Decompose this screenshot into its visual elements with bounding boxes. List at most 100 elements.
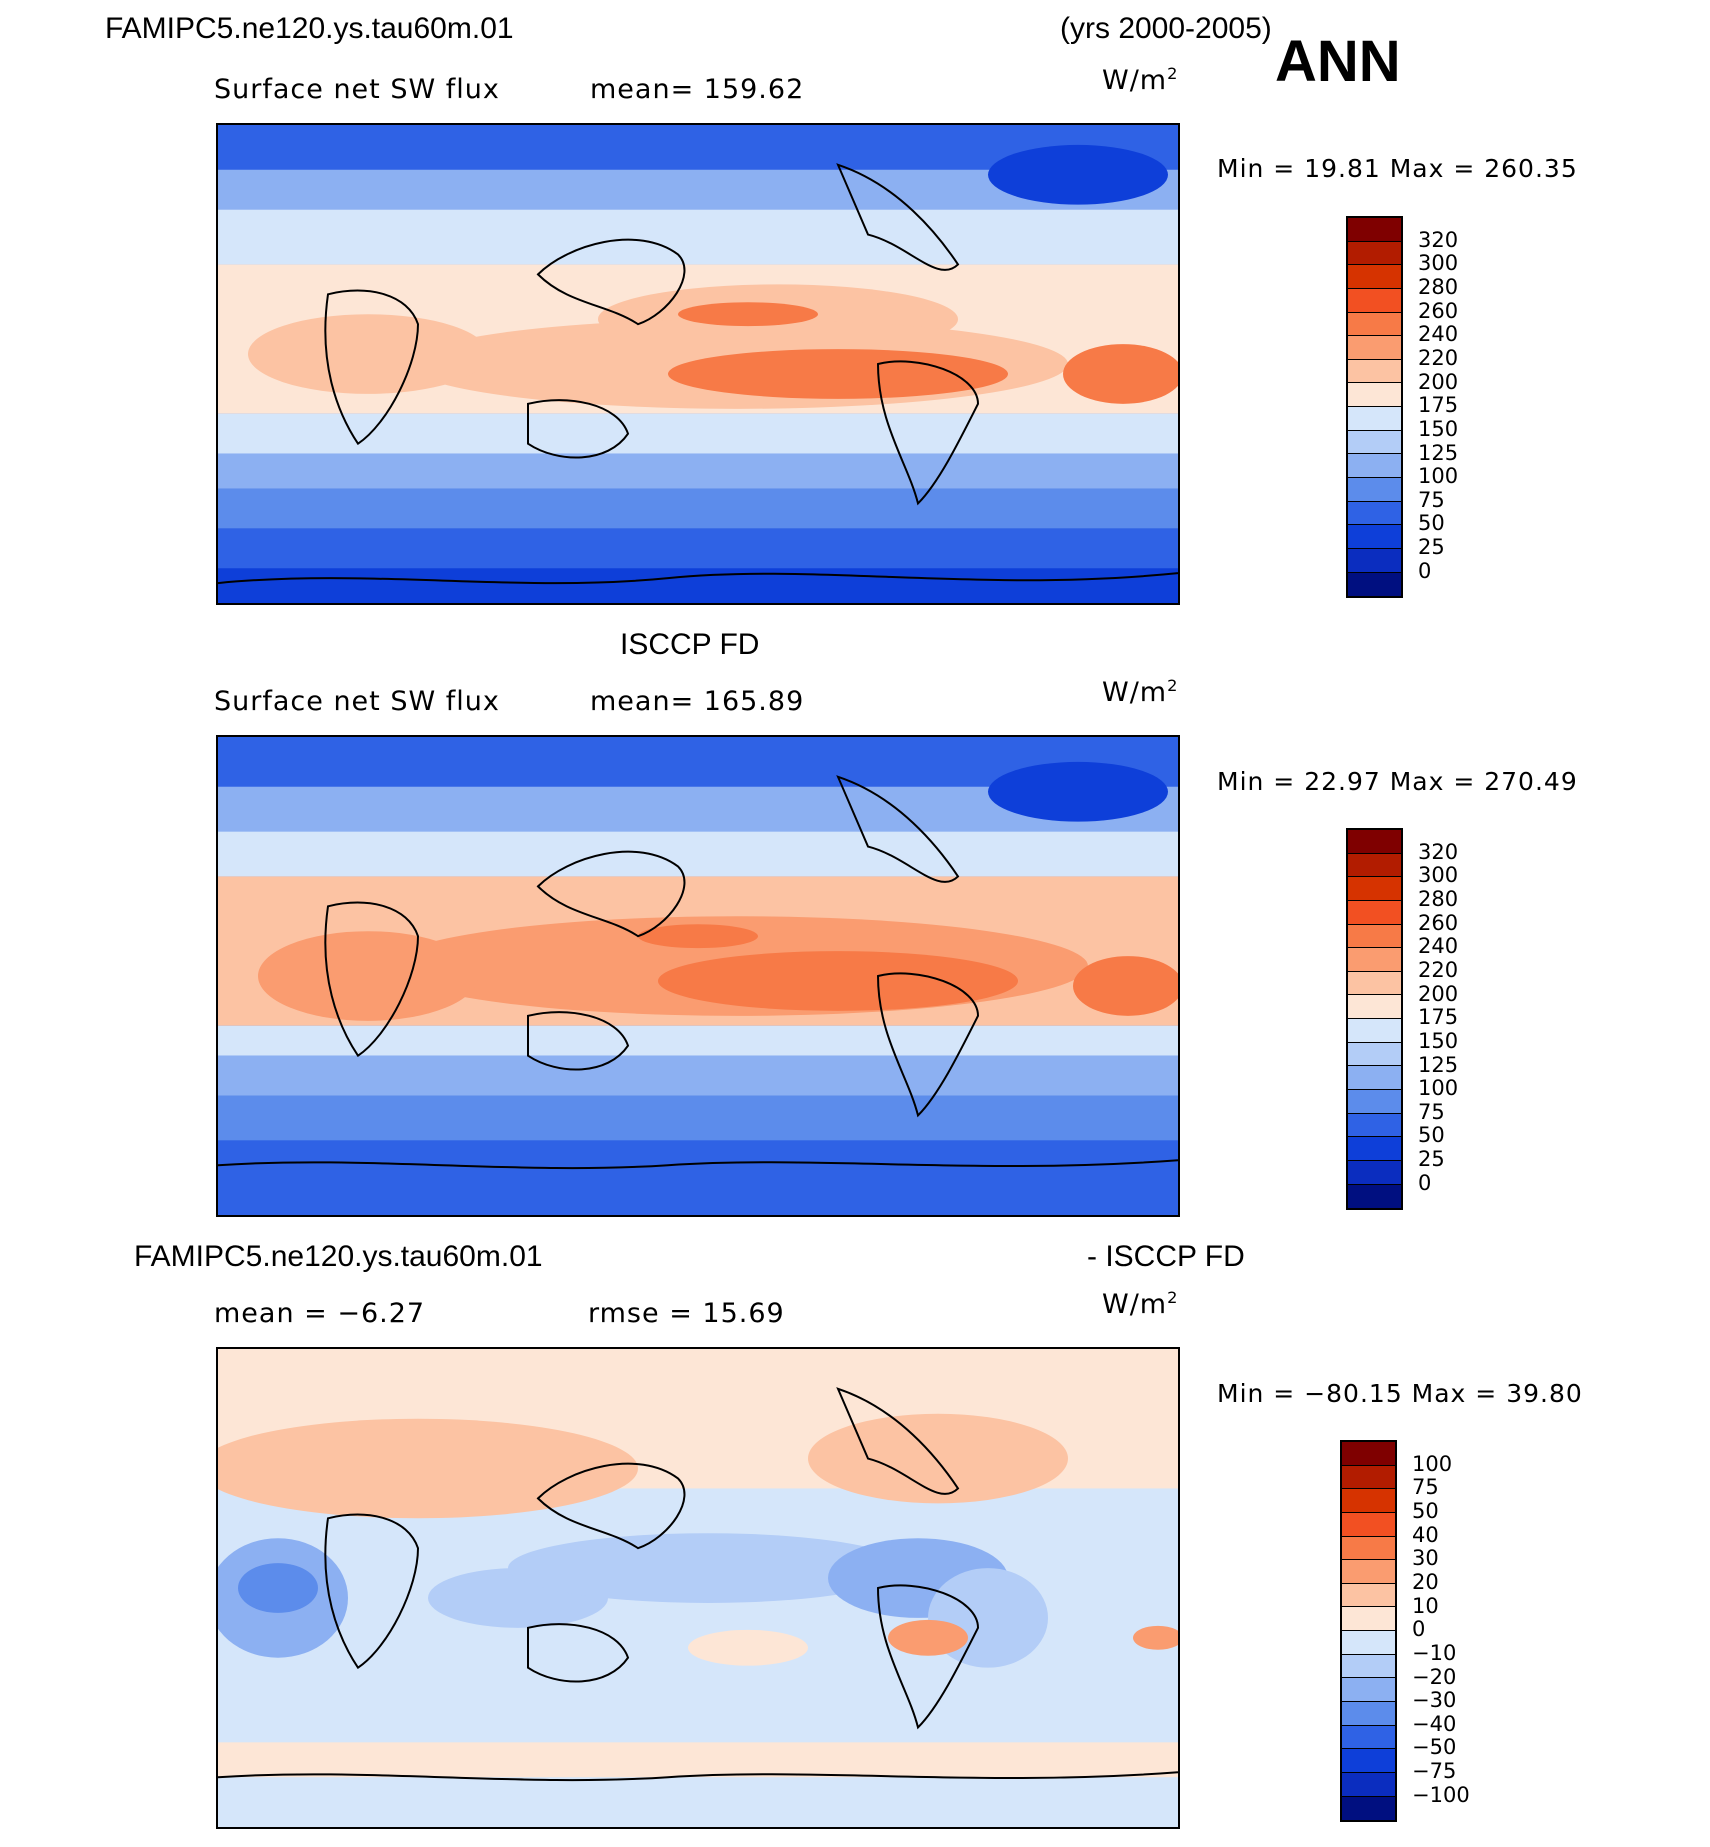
colorbar-swatch (1348, 454, 1401, 479)
colorbar-swatch (1348, 241, 1401, 266)
colorbar-swatch (1348, 1184, 1401, 1209)
panel2-units: W/m2 (1102, 676, 1179, 708)
colorbar-tick-label: 280 (1418, 274, 1459, 299)
case-title: FAMIPC5.ne120.ys.tau60m.01 (105, 12, 514, 45)
colorbar-swatch (1342, 1465, 1395, 1490)
colorbar-tick-label: 40 (1412, 1522, 1439, 1547)
colorbar-tick-label: 200 (1418, 981, 1459, 1006)
colorbar-swatch (1348, 1160, 1401, 1185)
panel2-title: ISCCP FD (620, 628, 760, 661)
colorbar-tick-label: 50 (1418, 1123, 1445, 1148)
colorbar-tick-label: 175 (1418, 1005, 1459, 1030)
panel3-rmse: rmse = 15.69 (588, 1298, 785, 1329)
colorbar-tick-label: 25 (1418, 535, 1445, 560)
colorbar-tick-label: 175 (1418, 393, 1459, 418)
colorbar-swatch (1342, 1489, 1395, 1513)
colorbar-tick-label: 220 (1418, 957, 1459, 982)
colorbar-tick-label: 320 (1418, 227, 1459, 252)
colorbar-tick-label: −40 (1412, 1711, 1457, 1736)
colorbar-tick-label: 75 (1418, 1099, 1445, 1124)
colorbar-tick-label: −30 (1412, 1688, 1457, 1713)
colorbar-swatch (1348, 407, 1401, 431)
colorbar-swatch (1348, 312, 1401, 337)
season-label: ANN (1275, 29, 1401, 94)
colorbar-tick-label: 50 (1418, 511, 1445, 536)
colorbar-swatch (1348, 853, 1401, 878)
colorbar-swatch (1342, 1536, 1395, 1561)
colorbar-swatch (1348, 1066, 1401, 1091)
colorbar-swatch (1342, 1702, 1395, 1726)
colorbar-swatch (1342, 1583, 1395, 1608)
panel2-mean: mean= 165.89 (590, 686, 805, 717)
colorbar-swatch (1342, 1512, 1395, 1537)
colorbar-tick-label: 100 (1418, 464, 1459, 489)
colorbar-swatch (1342, 1725, 1395, 1750)
colorbar-swatch (1348, 1042, 1401, 1067)
panel1-mean: mean= 159.62 (590, 74, 805, 105)
colorbar-swatch (1348, 288, 1401, 313)
panel3-colorbar-swatches (1340, 1440, 1397, 1823)
panel1-map (216, 123, 1180, 605)
colorbar-tick-label: 20 (1412, 1569, 1439, 1594)
panel2-variable: Surface net SW flux (214, 686, 500, 717)
colorbar-swatch (1348, 924, 1401, 949)
colorbar-tick-label: 240 (1418, 934, 1459, 959)
panel3-title-left: FAMIPC5.ne120.ys.tau60m.01 (134, 1240, 543, 1273)
panel1-variable: Surface net SW flux (214, 74, 500, 105)
colorbar-tick-label: 240 (1418, 322, 1459, 347)
colorbar-tick-label: −50 (1412, 1735, 1457, 1760)
panel1-units: W/m2 (1102, 64, 1179, 96)
panel3-map (216, 1347, 1180, 1829)
colorbar-swatch (1348, 218, 1401, 242)
colorbar-tick-label: 125 (1418, 440, 1459, 465)
colorbar-tick-label: 50 (1412, 1498, 1439, 1523)
colorbar-swatch (1348, 265, 1401, 289)
colorbar-tick-label: 30 (1412, 1546, 1439, 1571)
panel2-map (216, 735, 1180, 1217)
colorbar-tick-label: 220 (1418, 345, 1459, 370)
colorbar-swatch (1348, 830, 1401, 854)
colorbar-tick-label: 75 (1418, 487, 1445, 512)
colorbar-tick-label: 100 (1412, 1451, 1453, 1476)
colorbar-swatch (1348, 1090, 1401, 1114)
colorbar-swatch (1342, 1749, 1395, 1773)
colorbar-tick-label: 0 (1418, 1170, 1432, 1195)
panel2-colorbar-swatches (1346, 828, 1403, 1211)
colorbar-swatch (1342, 1607, 1395, 1632)
panel1-colorbar-swatches (1346, 216, 1403, 599)
colorbar-tick-label: 0 (1412, 1617, 1426, 1642)
panel3-minmax: Min = −80.15 Max = 39.80 (1217, 1379, 1583, 1408)
colorbar-swatch (1342, 1772, 1395, 1797)
colorbar-swatch (1348, 336, 1401, 360)
panel3-units: W/m2 (1102, 1288, 1179, 1320)
colorbar-tick-label: 260 (1418, 298, 1459, 323)
panel3-field (218, 1349, 1178, 1827)
colorbar-swatch (1342, 1796, 1395, 1821)
colorbar-tick-label: 320 (1418, 839, 1459, 864)
colorbar-tick-label: 100 (1418, 1076, 1459, 1101)
panel1-minmax: Min = 19.81 Max = 260.35 (1217, 154, 1578, 183)
colorbar-swatch (1348, 900, 1401, 925)
colorbar-tick-label: 125 (1418, 1052, 1459, 1077)
colorbar-tick-label: −10 (1412, 1640, 1457, 1665)
colorbar-swatch (1348, 572, 1401, 597)
colorbar-swatch (1342, 1678, 1395, 1703)
colorbar-tick-label: 300 (1418, 251, 1459, 276)
colorbar-swatch (1348, 430, 1401, 455)
colorbar-swatch (1348, 383, 1401, 408)
colorbar-swatch (1342, 1442, 1395, 1466)
colorbar-tick-label: 300 (1418, 863, 1459, 888)
colorbar-swatch (1342, 1560, 1395, 1584)
colorbar-tick-label: 200 (1418, 369, 1459, 394)
panel3-title-right: - ISCCP FD (1087, 1240, 1245, 1273)
colorbar-tick-label: 280 (1418, 886, 1459, 911)
panel1-field (218, 125, 1178, 603)
colorbar-tick-label: 10 (1412, 1593, 1439, 1618)
colorbar-tick-label: 150 (1418, 1028, 1459, 1053)
colorbar-swatch (1348, 501, 1401, 526)
colorbar-swatch (1348, 1019, 1401, 1043)
panel3-mean: mean = −6.27 (214, 1298, 426, 1329)
colorbar-swatch (1342, 1654, 1395, 1679)
colorbar-tick-label: −75 (1412, 1759, 1457, 1784)
colorbar-tick-label: 150 (1418, 416, 1459, 441)
